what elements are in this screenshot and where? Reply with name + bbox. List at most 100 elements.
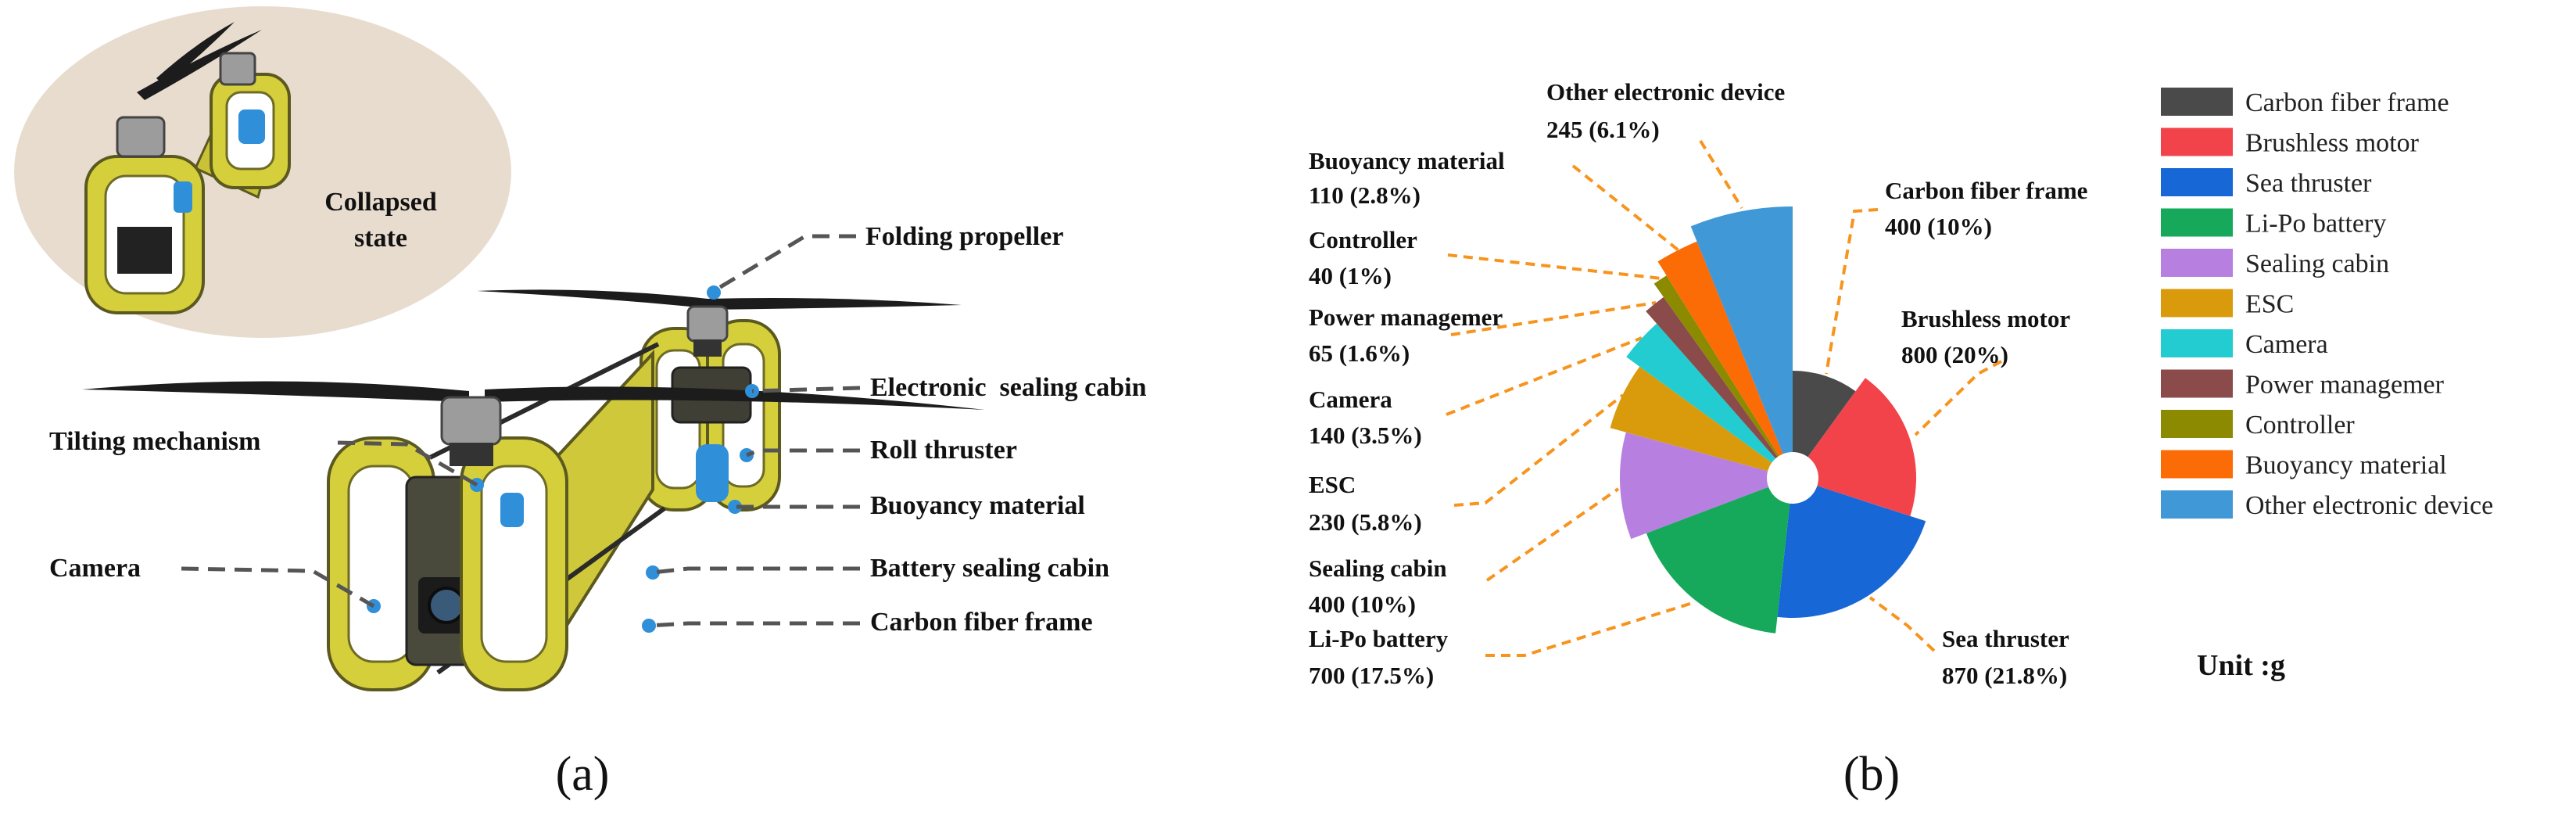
slice-value-brushless-motor: 800 (20%)	[1901, 341, 2008, 368]
legend-entry-controller: Controller	[2245, 411, 2355, 440]
legend-entry-brushless-motor: Brushless motor	[2245, 129, 2420, 158]
legend-swatch-other-electronic-device	[2161, 490, 2233, 519]
drone-illustration	[82, 285, 985, 691]
label-tilting-mechanism: Tilting mechanism	[49, 427, 260, 456]
inset-text-line-2: state	[354, 224, 407, 253]
rear-module	[640, 305, 781, 512]
rose-chart	[1610, 206, 1926, 634]
leader-battery-sealing-cabin	[652, 566, 860, 575]
panel-a-label: (a)	[556, 748, 610, 801]
label-buoyancy-material: Buoyancy material	[870, 491, 1085, 520]
front-frame-left-cutout	[347, 465, 415, 663]
legend-swatch-li-po-battery	[2161, 208, 2233, 237]
unit-label: Unit :g	[2197, 649, 2285, 682]
chart-center-hole	[1767, 452, 1818, 504]
slice-brushless-motor	[1793, 378, 1917, 516]
leader-other-electronic-device	[1699, 139, 1743, 210]
rear-propeller	[477, 289, 962, 310]
legend-swatch-brushless-motor	[2161, 127, 2233, 156]
slice-name-carbon-fiber-frame: Carbon fiber frame	[1885, 177, 2087, 204]
slice-controller	[1653, 275, 1793, 478]
rear-blade-right	[708, 298, 962, 310]
collapsed-blue-part	[174, 181, 192, 213]
legend-swatch-esc	[2161, 289, 2233, 318]
legend-swatch-carbon-fiber-frame	[2161, 88, 2233, 116]
leader-sealing-cabin	[1485, 487, 1620, 582]
inset-text-line-1: Collapsed	[324, 188, 437, 217]
slice-value-sealing-cabin: 400 (10%)	[1309, 590, 1416, 618]
slice-camera	[1626, 323, 1793, 478]
slice-buoyancy-material	[1657, 241, 1793, 478]
component-leader-lines	[181, 234, 861, 628]
slice-sea-thruster	[1777, 478, 1926, 618]
front-propeller	[82, 381, 985, 410]
label-electronic-sealing-cabin: Electronic sealing cabin	[870, 373, 1147, 402]
legend-entry-sea-thruster: Sea thruster	[2245, 169, 2372, 198]
leader-camera	[1446, 336, 1643, 416]
collapsed-rear-motor	[219, 52, 256, 86]
collapsed-blade	[156, 22, 235, 86]
leader-esc	[1453, 393, 1625, 507]
slice-li-po-battery	[1646, 478, 1793, 634]
slice-name-sea-thruster: Sea thruster	[1942, 625, 2069, 652]
collapsed-camera	[117, 227, 172, 274]
panel-b: Carbon fiber frame 400 (10%) Brushless mot…	[1309, 78, 2493, 801]
slice-name-esc: ESC	[1309, 471, 1356, 498]
legend-swatch-sea-thruster	[2161, 168, 2233, 196]
leader-controller	[1447, 253, 1662, 280]
marker-dot	[646, 565, 660, 580]
legend-entry-other-electronic-device: Other electronic device	[2245, 491, 2493, 520]
rear-blade-left	[477, 289, 708, 308]
leader-electronic-sealing-cabin	[751, 386, 861, 393]
front-frame-right-cutout	[480, 465, 548, 663]
leader-sea-thruster	[1868, 596, 1936, 652]
slice-name-camera: Camera	[1309, 386, 1392, 413]
chart-slice-labels: Carbon fiber frame 400 (10%) Brushless mot…	[1309, 78, 2087, 689]
collapsed-blue-part	[238, 109, 265, 144]
leader-roll-thruster	[746, 448, 860, 458]
legend-entry-carbon-fiber-frame: Carbon fiber frame	[2245, 88, 2449, 117]
leader-buoyancy-material	[1571, 164, 1680, 252]
slice-name-buoyancy-material: Buoyancy material	[1309, 147, 1505, 174]
legend-swatch-buoyancy-material	[2161, 450, 2233, 479]
legend-entry-camera: Camera	[2245, 330, 2328, 359]
slice-value-carbon-fiber-frame: 400 (10%)	[1885, 213, 1992, 240]
leader-tilting-mechanism	[337, 440, 478, 487]
slice-value-other-electronic-device: 245 (6.1%)	[1546, 116, 1660, 143]
slice-name-li-po-battery: Li-Po battery	[1309, 625, 1449, 652]
marker-dot	[728, 500, 742, 514]
slice-carbon-fiber-frame	[1793, 371, 1856, 478]
slice-value-li-po-battery: 700 (17.5%)	[1309, 662, 1434, 689]
legend-swatch-sealing-cabin	[2161, 249, 2233, 277]
legend-entry-power-managemer: Power managemer	[2245, 371, 2445, 400]
rear-tilting-mechanism	[693, 339, 722, 357]
leader-li-po-battery	[1485, 601, 1696, 657]
legend-entry-esc: ESC	[2245, 290, 2294, 319]
label-roll-thruster: Roll thruster	[870, 436, 1017, 465]
leader-carbon-fiber-frame	[1825, 208, 1879, 375]
slice-power-managemer	[1646, 296, 1793, 478]
legend-entry-sealing-cabin: Sealing cabin	[2245, 249, 2389, 278]
leader-brushless-motor	[1914, 360, 2002, 436]
legend-entry-li-po-battery: Li-Po battery	[2245, 210, 2386, 239]
front-module	[327, 396, 568, 691]
roll-thruster	[696, 444, 729, 502]
front-tilting-mechanism	[450, 443, 493, 466]
label-camera: Camera	[49, 554, 141, 583]
slice-name-sealing-cabin: Sealing cabin	[1309, 555, 1447, 582]
slice-value-camera: 140 (3.5%)	[1309, 422, 1422, 449]
front-motor	[440, 396, 502, 446]
legend-entry-buoyancy-material: Buoyancy material	[2245, 451, 2447, 480]
chart-legend: Carbon fiber frame Brushless motor Sea thr…	[2161, 88, 2493, 520]
slice-other-electronic-device	[1690, 206, 1793, 478]
buoyancy-part	[500, 493, 524, 527]
collapsed-drone	[84, 22, 291, 314]
marker-dot	[707, 285, 721, 300]
slice-sealing-cabin	[1620, 432, 1793, 540]
panel-b-label: (b)	[1843, 748, 1900, 801]
camera-lens	[428, 587, 465, 624]
slice-esc	[1610, 366, 1793, 478]
front-blade-right	[485, 386, 985, 410]
